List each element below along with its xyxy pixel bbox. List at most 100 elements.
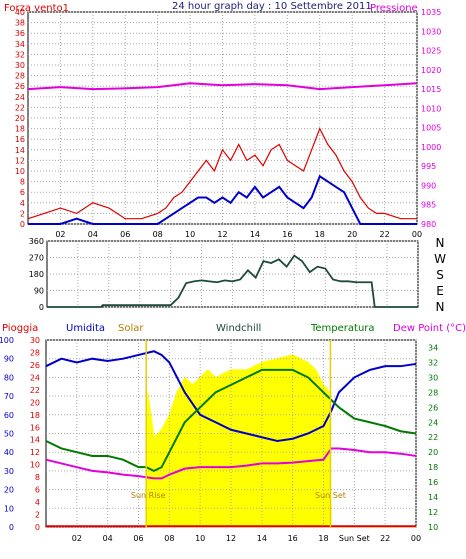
- left-tick-label: 6: [20, 188, 25, 197]
- left-tick-label: 20: [15, 114, 25, 123]
- left-tick-label: 34: [15, 40, 25, 49]
- humidity-tick-label: 20: [4, 486, 14, 495]
- left-tick-label: 2: [20, 209, 25, 218]
- temperature-tick-label: 26: [428, 403, 438, 412]
- series-line: [45, 350, 417, 442]
- right-tick-label: 1005: [421, 124, 441, 133]
- direction-tick-label: 270: [29, 254, 44, 263]
- left-tick-label: 38: [15, 19, 25, 28]
- x-tick-label: 22: [380, 534, 390, 543]
- right-tick-label: 1000: [421, 143, 441, 152]
- left-tick-label: 12: [15, 156, 25, 165]
- x-tick-label: 02: [55, 230, 65, 239]
- temperature-tick-label: 30: [428, 373, 438, 382]
- x-tick-label: 04: [88, 230, 98, 239]
- compass-label: N: [436, 236, 445, 250]
- series-line: [27, 127, 417, 220]
- left-tick-label: 30: [15, 61, 25, 70]
- legend-item: Dew Point (°C): [393, 323, 466, 334]
- x-tick-label: 16: [282, 230, 292, 239]
- left-tick-label: 16: [15, 135, 25, 144]
- x-tick-label: 14: [257, 534, 267, 543]
- right-tick-label: 1035: [421, 8, 441, 17]
- right-tick-label: 1010: [421, 104, 441, 113]
- humidity-tick-label: 50: [4, 430, 14, 439]
- direction-panel-left-axis: 0 90 180 270 360: [29, 237, 44, 312]
- chart-title: 24 hour graph day : 10 Settembre 2011: [172, 1, 372, 12]
- left-tick-label: 26: [15, 82, 25, 91]
- humidity-tick-label: 100: [0, 336, 14, 345]
- x-tick-label: 08: [153, 230, 163, 239]
- temperature-tick-label: 18: [428, 463, 438, 472]
- sunrise-label: Sun Rise: [131, 491, 166, 500]
- rain-tick-label: 0: [35, 523, 40, 532]
- right-tick-label: 985: [421, 201, 436, 210]
- rain-tick-label: 18: [30, 411, 40, 420]
- compass-label: S: [436, 268, 444, 282]
- temperature-tick-label: 24: [428, 418, 438, 427]
- legend-item: Solar: [118, 323, 144, 334]
- right-tick-label: 990: [421, 181, 436, 190]
- left-tick-label: 10: [15, 167, 25, 176]
- compass-label: E: [436, 284, 444, 298]
- legend-item: Pioggia: [2, 323, 38, 334]
- x-tick-label: 06: [120, 230, 130, 239]
- wind-panel-grid: [28, 11, 418, 225]
- humidity-tick-label: 30: [4, 467, 14, 476]
- humidity-tick-label: 0: [9, 523, 14, 532]
- x-tick-label: 12: [217, 230, 227, 239]
- right-tick-label: 1030: [421, 27, 441, 36]
- humidity-tick-label: 90: [4, 355, 14, 364]
- left-tick-label: 0: [20, 220, 25, 229]
- rain-tick-label: 4: [35, 498, 40, 507]
- left-tick-label: 4: [20, 199, 25, 208]
- left-tick-label: 40: [15, 8, 25, 17]
- temperature-tick-label: 28: [428, 388, 438, 397]
- rain-tick-label: 30: [30, 336, 40, 345]
- x-tick-label: 18: [315, 230, 325, 239]
- rain-tick-label: 12: [30, 448, 40, 457]
- left-tick-label: 14: [15, 146, 25, 155]
- series-line: [28, 174, 417, 225]
- rain-tick-label: 26: [30, 361, 40, 370]
- direction-panel-series: [47, 254, 418, 308]
- left-tick-label: 32: [15, 50, 25, 59]
- wind-panel-series: [27, 82, 418, 225]
- temp-panel-series: [45, 350, 417, 528]
- series-line: [45, 447, 417, 480]
- x-tick-label: 10: [185, 230, 195, 239]
- right-tick-label: 980: [421, 220, 436, 229]
- humidity-tick-label: 60: [4, 411, 14, 420]
- x-tick-label: 10: [195, 534, 205, 543]
- right-tick-label: 1020: [421, 66, 441, 75]
- x-tick-label: 22: [379, 230, 389, 239]
- rain-tick-label: 14: [30, 436, 40, 445]
- legend-item: Umidita: [66, 323, 105, 334]
- rain-tick-label: 8: [35, 473, 40, 482]
- humidity-tick-label: 80: [4, 373, 14, 382]
- temperature-tick-label: 20: [428, 448, 438, 457]
- direction-tick-label: 180: [29, 270, 44, 279]
- rain-tick-label: 10: [30, 461, 40, 470]
- humidity-tick-label: 70: [4, 392, 14, 401]
- x-tick-label: 20: [347, 230, 357, 239]
- legend-forza-vento: Forza vento1: [4, 3, 69, 14]
- temperature-tick-label: 10: [428, 523, 438, 532]
- x-tick-label: 04: [103, 534, 113, 543]
- series-line: [27, 82, 418, 91]
- temp-panel-x-axis: 02 04 06 08 10 12 14 16 18 Sun Set 22 00: [72, 534, 421, 543]
- wind-panel-x-axis: 02 04 06 08 10 12 14 16 18 20 22 00: [55, 230, 422, 239]
- direction-tick-label: 0: [39, 303, 44, 312]
- rain-tick-label: 24: [30, 373, 40, 382]
- x-tick-label: 14: [250, 230, 260, 239]
- temp-panel-humidity-axis: 0 10 20 30 40 50 60 70 80 90 100: [0, 336, 14, 532]
- direction-tick-label: 360: [29, 237, 44, 246]
- x-tick-label: 06: [133, 534, 143, 543]
- wind-panel-right-axis: 980 985 990 995 1000 1005 1010 1015 1020 1025 1030…: [421, 8, 441, 229]
- legend-item: Temperatura: [310, 323, 375, 334]
- legend-pressione: Pressione: [370, 3, 418, 14]
- x-tick-label: 08: [164, 534, 174, 543]
